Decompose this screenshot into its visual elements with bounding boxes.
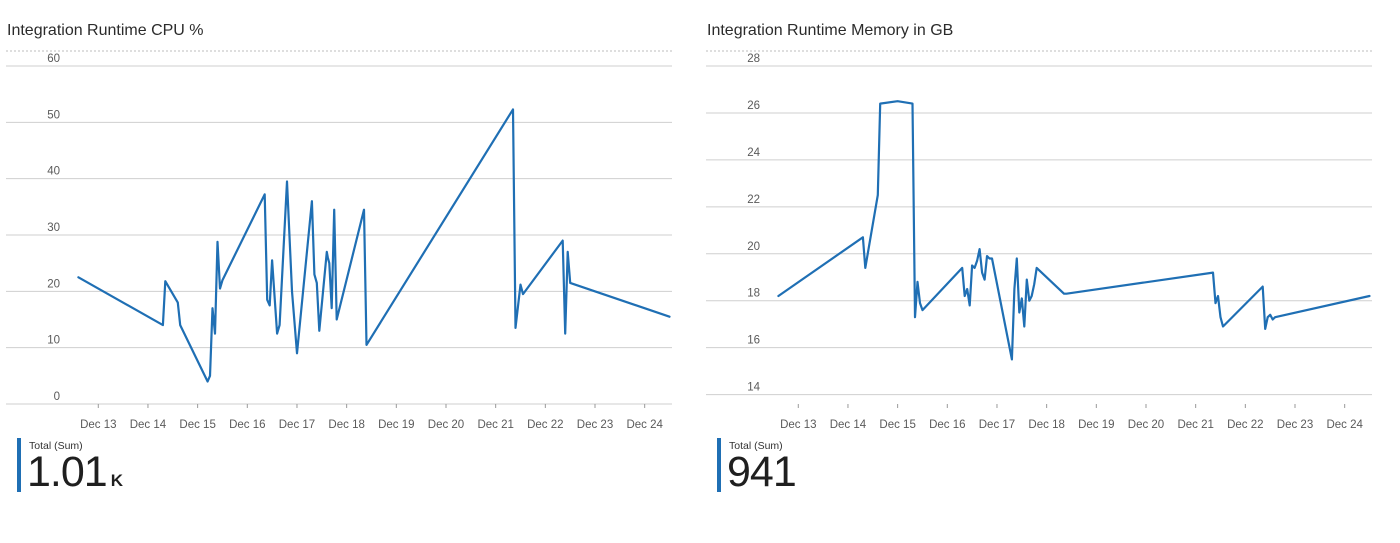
memory-total-summary: Total (Sum) 941 [717, 438, 1017, 496]
cpu-x-tick-label: Dec 23 [577, 419, 613, 431]
cpu-line-chart[interactable]: 0 10 20 30 40 50 60 Dec 13 Dec 14 Dec 15 Dec 16 Dec… [0, 44, 690, 444]
memory-x-tick-label: Dec 24 [1326, 419, 1363, 431]
cpu-chart-title: Integration Runtime CPU % [7, 22, 204, 39]
memory-x-tick-label: Dec 15 [879, 419, 915, 431]
memory-x-tick-label: Dec 23 [1277, 419, 1313, 431]
cpu-y-tick-label: 10 [47, 335, 60, 347]
cpu-total-summary: Total (Sum) 1.01 K [17, 438, 317, 496]
memory-y-tick-label: 28 [747, 53, 760, 65]
memory-x-tick-label: Dec 17 [979, 419, 1015, 431]
cpu-x-tick-label: Dec 14 [130, 419, 167, 431]
memory-x-tick-label: Dec 14 [830, 419, 867, 431]
memory-total-label: Total (Sum) [729, 440, 783, 452]
memory-x-tick-label: Dec 13 [780, 419, 816, 431]
cpu-total-label: Total (Sum) [29, 440, 83, 452]
memory-total-accent-bar [717, 438, 721, 492]
cpu-x-tick-label: Dec 20 [428, 419, 464, 431]
cpu-x-tick-label: Dec 22 [527, 419, 563, 431]
cpu-x-tick-label: Dec 21 [477, 419, 513, 431]
memory-y-tick-label: 18 [747, 288, 760, 300]
memory-x-tick-label: Dec 20 [1128, 419, 1164, 431]
cpu-x-tick-label: Dec 19 [378, 419, 414, 431]
memory-total-value: 941 [727, 448, 800, 497]
memory-x-tick-label: Dec 21 [1177, 419, 1213, 431]
memory-x-tick-label: Dec 22 [1227, 419, 1263, 431]
cpu-total-unit: K [110, 471, 123, 490]
memory-y-tick-label: 24 [747, 147, 760, 159]
memory-y-tick-label: 26 [747, 100, 760, 112]
cpu-y-tick-label: 30 [47, 222, 60, 234]
memory-y-tick-label: 16 [747, 335, 760, 347]
cpu-chart-panel: Integration Runtime CPU % 0 10 20 30 40 50 60 D… [0, 0, 690, 543]
memory-chart-panel: Integration Runtime Memory in GB 14 16 18 2… [700, 0, 1390, 543]
memory-x-tick-label: Dec 18 [1028, 419, 1064, 431]
cpu-y-tick-label: 0 [54, 391, 60, 403]
memory-chart-title: Integration Runtime Memory in GB [707, 22, 954, 39]
cpu-y-tick-label: 40 [47, 166, 60, 178]
cpu-total-value: 1.01 K [27, 448, 123, 497]
cpu-y-tick-label: 20 [47, 278, 60, 290]
cpu-y-tick-label: 50 [47, 109, 60, 121]
memory-y-tick-label: 22 [747, 194, 760, 206]
cpu-series-line [77, 108, 671, 383]
cpu-x-tick-label: Dec 24 [626, 419, 663, 431]
cpu-x-tick-label: Dec 17 [279, 419, 315, 431]
memory-y-tick-label: 14 [747, 382, 760, 394]
memory-y-tick-label: 20 [747, 241, 760, 253]
memory-x-tick-label: Dec 16 [929, 419, 965, 431]
memory-total-number: 941 [727, 448, 797, 496]
cpu-x-tick-label: Dec 15 [179, 419, 215, 431]
cpu-x-tick-label: Dec 18 [328, 419, 364, 431]
memory-x-tick-label: Dec 19 [1078, 419, 1114, 431]
memory-series-line [777, 100, 1371, 361]
cpu-x-tick-label: Dec 13 [80, 419, 116, 431]
cpu-total-accent-bar [17, 438, 21, 492]
memory-line-chart[interactable]: 14 16 18 20 22 24 26 28 Dec 13 Dec 14 Dec 15 Dec 16… [700, 44, 1390, 444]
cpu-x-tick-label: Dec 16 [229, 419, 265, 431]
cpu-total-number: 1.01 [27, 448, 108, 496]
cpu-y-tick-label: 60 [47, 53, 60, 65]
